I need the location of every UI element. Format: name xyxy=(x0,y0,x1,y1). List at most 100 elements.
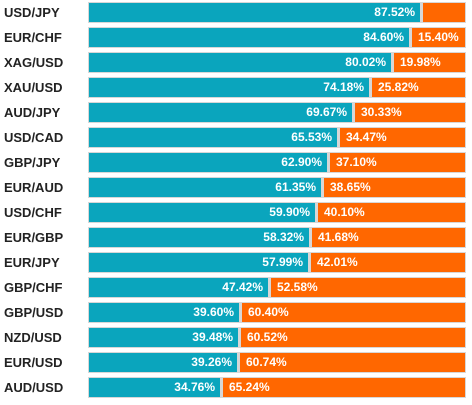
short-value-label: 15.40% xyxy=(418,30,459,44)
short-bar: 30.33% xyxy=(355,103,465,122)
bar-row: AUD/USD 34.76% 65.24% xyxy=(0,377,472,402)
pair-label: EUR/AUD xyxy=(4,180,64,195)
bar-track: 61.35% 38.65% xyxy=(88,177,466,198)
short-bar: 42.01% xyxy=(311,253,465,272)
pair-label: EUR/JPY xyxy=(4,255,60,270)
pair-label: GBP/CHF xyxy=(4,280,63,295)
long-bar: 59.90% xyxy=(89,203,315,222)
short-bar: 60.52% xyxy=(241,328,465,347)
long-value-label: 87.52% xyxy=(374,5,415,19)
bar-row: GBP/JPY 62.90% 37.10% xyxy=(0,152,472,177)
long-value-label: 61.35% xyxy=(275,180,316,194)
bar-track: 57.99% 42.01% xyxy=(88,252,466,273)
long-bar: 39.26% xyxy=(89,353,237,372)
bar-row: XAU/USD 74.18% 25.82% xyxy=(0,77,472,102)
long-bar: 65.53% xyxy=(89,128,337,147)
bar-row: EUR/GBP 58.32% 41.68% xyxy=(0,227,472,252)
short-value-label: 40.10% xyxy=(324,205,365,219)
short-bar: 41.68% xyxy=(312,228,465,247)
bar-row: GBP/CHF 47.42% 52.58% xyxy=(0,277,472,302)
pair-label: EUR/GBP xyxy=(4,230,64,245)
pair-label: USD/JPY xyxy=(4,5,60,20)
bar-track: 87.52% xyxy=(88,2,466,23)
pair-label: EUR/CHF xyxy=(4,30,62,45)
bar-track: 80.02% 19.98% xyxy=(88,52,466,73)
bar-row: AUD/JPY 69.67% 30.33% xyxy=(0,102,472,127)
short-value-label: 60.40% xyxy=(248,305,289,319)
short-bar: 25.82% xyxy=(372,78,465,97)
long-value-label: 80.02% xyxy=(345,55,386,69)
pair-label: XAG/USD xyxy=(4,55,64,70)
long-value-label: 34.76% xyxy=(174,380,215,394)
long-value-label: 74.18% xyxy=(323,80,364,94)
bar-track: 58.32% 41.68% xyxy=(88,227,466,248)
short-value-label: 60.74% xyxy=(246,355,287,369)
bar-row: EUR/AUD 61.35% 38.65% xyxy=(0,177,472,202)
short-bar xyxy=(423,3,465,22)
bar-row: USD/JPY 87.52% xyxy=(0,2,472,27)
long-bar: 84.60% xyxy=(89,28,409,47)
long-bar: 47.42% xyxy=(89,278,268,297)
bar-track: 34.76% 65.24% xyxy=(88,377,466,398)
long-bar: 39.48% xyxy=(89,328,238,347)
long-value-label: 57.99% xyxy=(262,255,303,269)
bar-track: 39.48% 60.52% xyxy=(88,327,466,348)
pair-label: USD/CHF xyxy=(4,205,62,220)
short-bar: 34.47% xyxy=(340,128,465,147)
short-value-label: 42.01% xyxy=(317,255,358,269)
short-value-label: 25.82% xyxy=(378,80,419,94)
long-value-label: 39.48% xyxy=(192,330,233,344)
short-value-label: 37.10% xyxy=(336,155,377,169)
pair-label: GBP/JPY xyxy=(4,155,61,170)
short-bar: 38.65% xyxy=(324,178,465,197)
bar-track: 65.53% 34.47% xyxy=(88,127,466,148)
short-value-label: 19.98% xyxy=(400,55,441,69)
short-value-label: 60.52% xyxy=(247,330,288,344)
short-bar: 60.40% xyxy=(242,303,465,322)
long-bar: 58.32% xyxy=(89,228,309,247)
short-bar: 65.24% xyxy=(223,378,465,397)
bar-track: 62.90% 37.10% xyxy=(88,152,466,173)
long-bar: 62.90% xyxy=(89,153,327,172)
bar-track: 39.60% 60.40% xyxy=(88,302,466,323)
long-bar: 80.02% xyxy=(89,53,391,72)
short-value-label: 41.68% xyxy=(318,230,359,244)
long-value-label: 39.60% xyxy=(193,305,234,319)
bar-row: EUR/JPY 57.99% 42.01% xyxy=(0,252,472,277)
short-bar: 15.40% xyxy=(412,28,465,47)
short-value-label: 30.33% xyxy=(361,105,402,119)
pair-label: GBP/USD xyxy=(4,305,64,320)
pair-label: USD/CAD xyxy=(4,130,64,145)
short-bar: 52.58% xyxy=(271,278,465,297)
long-value-label: 58.32% xyxy=(263,230,304,244)
long-bar: 87.52% xyxy=(89,3,420,22)
short-bar: 60.74% xyxy=(240,353,465,372)
bar-row: EUR/CHF 84.60% 15.40% xyxy=(0,27,472,52)
long-value-label: 62.90% xyxy=(281,155,322,169)
bar-track: 47.42% 52.58% xyxy=(88,277,466,298)
pair-label: AUD/JPY xyxy=(4,105,61,120)
long-bar: 74.18% xyxy=(89,78,369,97)
long-bar: 61.35% xyxy=(89,178,321,197)
long-value-label: 39.26% xyxy=(191,355,232,369)
pair-label: EUR/USD xyxy=(4,355,63,370)
bar-row: GBP/USD 39.60% 60.40% xyxy=(0,302,472,327)
bar-row: USD/CHF 59.90% 40.10% xyxy=(0,202,472,227)
short-bar: 19.98% xyxy=(394,53,465,72)
bar-track: 74.18% 25.82% xyxy=(88,77,466,98)
bar-row: XAG/USD 80.02% 19.98% xyxy=(0,52,472,77)
bar-track: 59.90% 40.10% xyxy=(88,202,466,223)
long-value-label: 65.53% xyxy=(291,130,332,144)
bar-track: 84.60% 15.40% xyxy=(88,27,466,48)
long-bar: 57.99% xyxy=(89,253,308,272)
bar-row: NZD/USD 39.48% 60.52% xyxy=(0,327,472,352)
bar-row: EUR/USD 39.26% 60.74% xyxy=(0,352,472,377)
short-value-label: 52.58% xyxy=(277,280,318,294)
short-value-label: 65.24% xyxy=(229,380,270,394)
pair-label: AUD/USD xyxy=(4,380,64,395)
short-bar: 37.10% xyxy=(330,153,465,172)
pair-label: NZD/USD xyxy=(4,330,62,345)
long-value-label: 47.42% xyxy=(222,280,263,294)
long-value-label: 69.67% xyxy=(306,105,347,119)
